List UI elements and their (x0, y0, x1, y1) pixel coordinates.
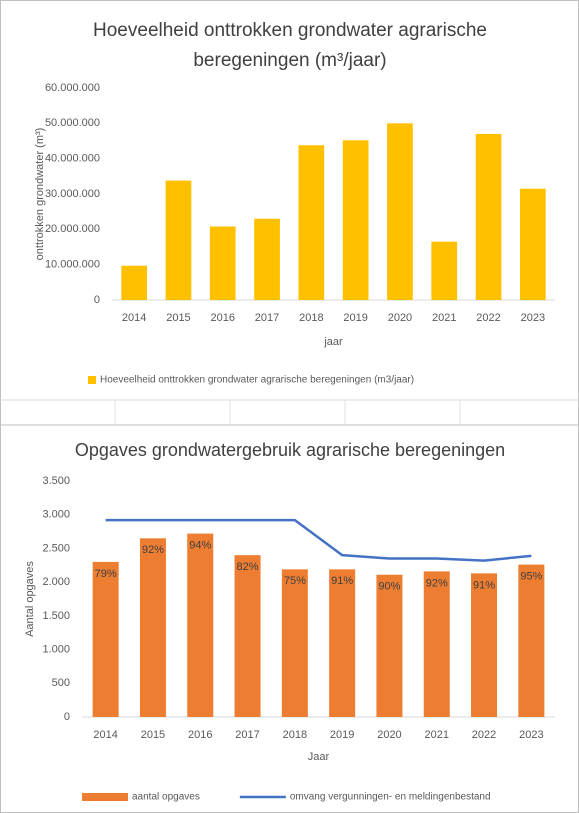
y-tick-label: 500 (52, 677, 70, 689)
bar (187, 533, 214, 717)
y-tick-label: 0 (94, 294, 100, 306)
x-tick-label: 2016 (211, 312, 235, 324)
bar (92, 561, 119, 717)
bar-label: 94% (189, 540, 211, 552)
legend-label: omvang vergunningen- en meldingenbestand (290, 792, 491, 803)
y-tick-label: 1.000 (42, 643, 70, 655)
x-tick-label: 2021 (432, 312, 456, 324)
x-tick-label: 2022 (472, 729, 496, 741)
x-tick-label: 2016 (188, 729, 212, 741)
x-tick-label: 2020 (377, 729, 401, 741)
bar (431, 241, 458, 300)
x-tick-label: 2022 (476, 312, 500, 324)
x-tick-label: 2018 (283, 729, 307, 741)
y-tick-label: 10.000.000 (45, 259, 100, 271)
bar (254, 218, 280, 300)
bar (281, 569, 308, 717)
bar (165, 180, 192, 300)
bar-label: 92% (426, 577, 448, 589)
y-tick-label: 40.000.000 (45, 153, 100, 165)
y-tick-label: 1.500 (42, 610, 70, 622)
bar-label: 91% (473, 579, 495, 591)
bar-label: 95% (520, 571, 542, 583)
bar (329, 569, 356, 717)
bar (518, 564, 545, 717)
bar (121, 265, 147, 300)
bar (298, 145, 325, 300)
y-tick-label: 2.500 (42, 542, 70, 554)
bar (387, 123, 413, 300)
y-tick-label: 20.000.000 (45, 223, 100, 235)
chart-title: Opgaves grondwatergebruik agrarische ber… (75, 440, 505, 460)
bar-label: 79% (95, 568, 117, 580)
x-tick-label: 2023 (521, 312, 545, 324)
chart-title: Hoeveelheid onttrokken grondwater agrari… (93, 20, 487, 71)
bar (209, 226, 236, 300)
bar-label: 90% (378, 581, 400, 593)
bar (475, 133, 502, 300)
legend-label: Hoeveelheid onttrokken grondwater agrari… (100, 375, 414, 386)
bar-label: 82% (237, 561, 259, 573)
x-tick-label: 2018 (299, 312, 323, 324)
y-tick-label: 3.000 (42, 509, 70, 521)
bar-label: 75% (284, 575, 306, 587)
x-tick-label: 2023 (519, 729, 543, 741)
x-tick-label: 2015 (166, 312, 190, 324)
x-axis-label: Jaar (308, 751, 330, 763)
x-tick-label: 2017 (235, 729, 259, 741)
y-tick-label: 30.000.000 (45, 188, 100, 200)
y-axis-label: onttrokken grondwater (m³) (34, 128, 46, 261)
bar-label: 91% (331, 575, 353, 587)
x-tick-label: 2015 (141, 729, 165, 741)
legend-label: aantal opgaves (132, 792, 200, 803)
x-tick-label: 2014 (122, 312, 146, 324)
line (105, 518, 532, 562)
bar-label: 92% (142, 544, 164, 556)
y-tick-label: 2.000 (42, 576, 70, 588)
x-tick-label: 2019 (330, 729, 354, 741)
x-tick-label: 2014 (93, 729, 117, 741)
strip-cells (114, 400, 461, 425)
bar (471, 573, 498, 717)
x-tick-label: 2020 (388, 312, 412, 324)
bar (234, 555, 261, 717)
legend-swatch (82, 793, 128, 801)
y-tick-label: 3.500 (42, 475, 70, 487)
y-axis-label: Aantal opgaves (24, 561, 36, 637)
bar (520, 188, 546, 300)
y-tick-label: 0 (64, 711, 70, 723)
bar (342, 140, 369, 300)
y-tick-label: 60.000.000 (45, 82, 100, 94)
x-tick-label: 2017 (255, 312, 279, 324)
bar (139, 538, 166, 717)
x-tick-label: 2019 (343, 312, 367, 324)
legend-swatch (88, 376, 96, 384)
bar (423, 571, 450, 717)
x-axis-label: jaar (323, 336, 343, 348)
x-tick-label: 2021 (425, 729, 449, 741)
bar (376, 574, 403, 717)
y-tick-label: 50.000.000 (45, 117, 100, 129)
